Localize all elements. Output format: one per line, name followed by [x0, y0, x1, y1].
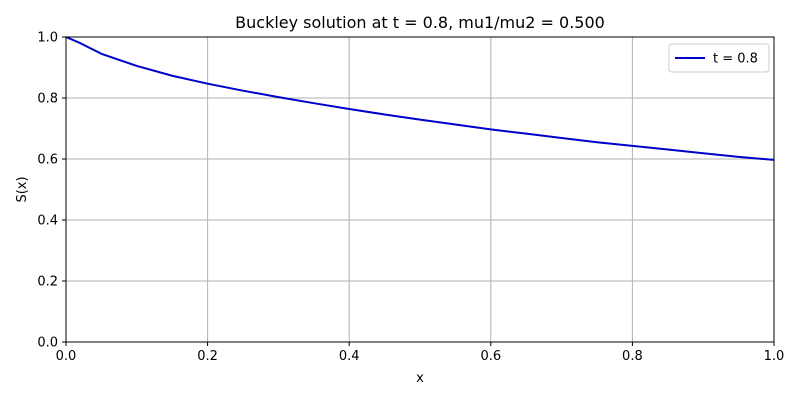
- y-tick-label: 0.8: [37, 92, 58, 107]
- grid-layer: [65, 36, 775, 343]
- legend-entry-label: t = 0.8: [713, 52, 758, 67]
- series-layer: [65, 36, 775, 161]
- y-axis-label: S(x): [15, 176, 30, 202]
- y-tick-label: 1.0: [37, 31, 58, 46]
- x-tick-label: 0.6: [480, 349, 501, 364]
- y-tick-label: 0.0: [37, 336, 58, 351]
- x-tick-label: 0.0: [56, 349, 77, 364]
- x-tick-label: 0.4: [339, 349, 360, 364]
- y-tick-label: 0.2: [37, 275, 58, 290]
- y-tick-label: 0.6: [37, 153, 58, 168]
- chart-title: Buckley solution at t = 0.8, mu1/mu2 = 0…: [235, 13, 605, 32]
- plot-frame: [65, 36, 775, 343]
- x-axis-label: x: [416, 371, 424, 386]
- ticks-layer: 0.0 0.2 0.4 0.6 0.8 1.0 0.0 0.2 0.4 0.6 0.8 1.0: [37, 31, 784, 365]
- legend: t = 0.8: [668, 43, 770, 73]
- x-tick-label: 0.2: [197, 349, 218, 364]
- legend-box: [668, 43, 770, 73]
- y-tick-label: 0.4: [37, 214, 58, 229]
- x-tick-label: 1.0: [764, 349, 785, 364]
- x-tick-label: 0.8: [622, 349, 643, 364]
- series-line: [65, 36, 775, 161]
